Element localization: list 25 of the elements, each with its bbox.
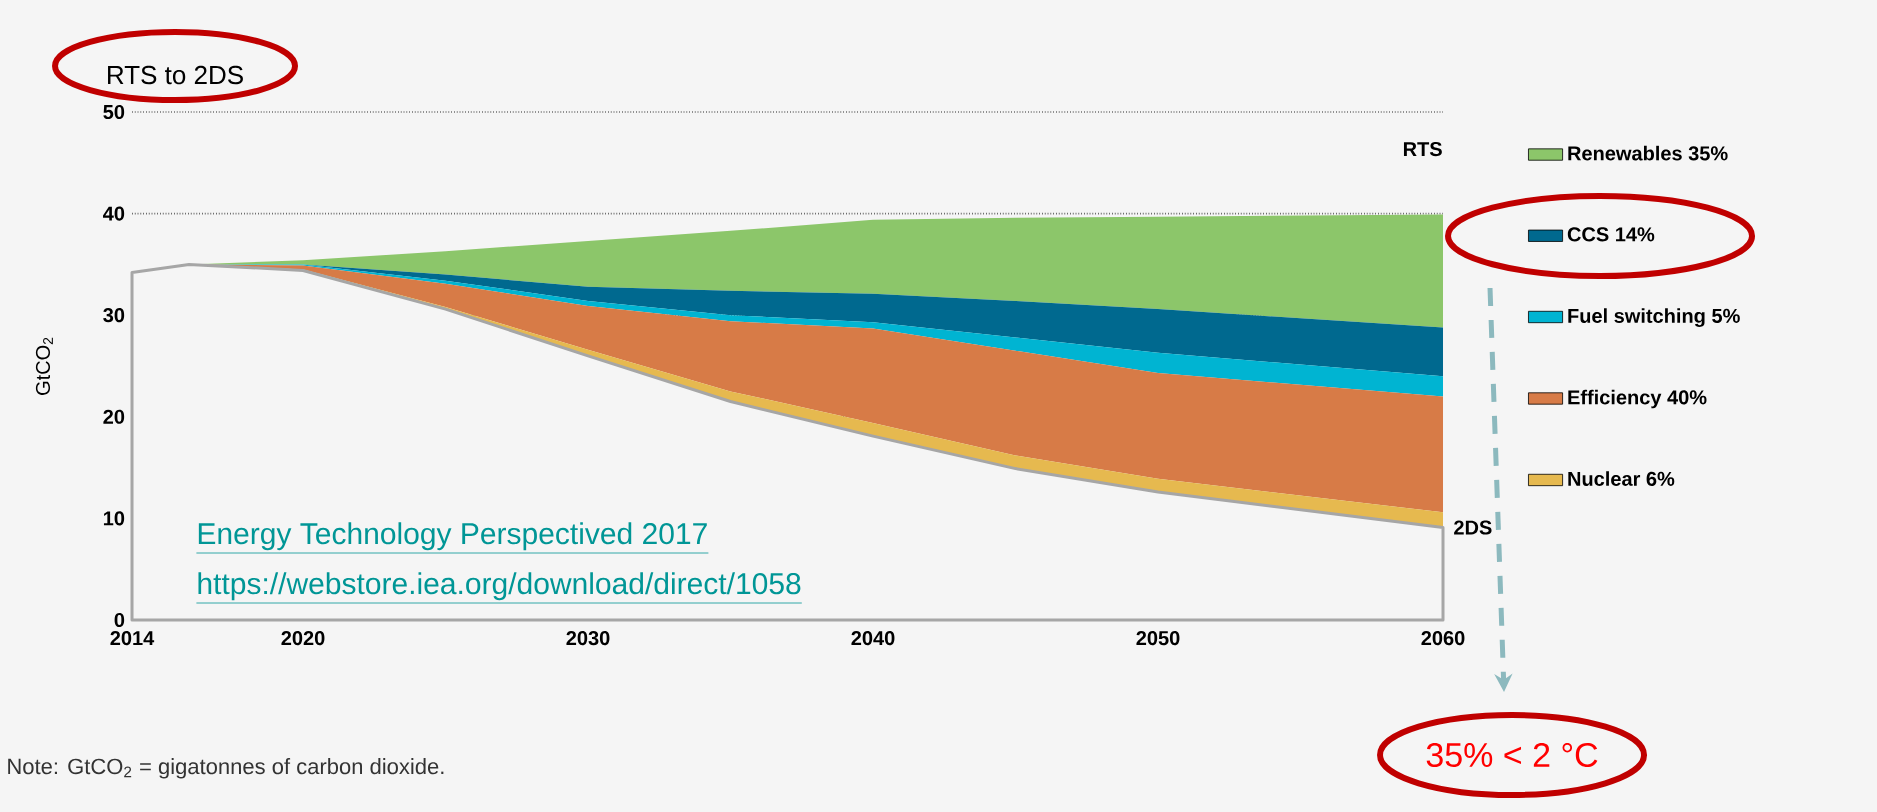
x-tick-label: 2040 <box>851 631 895 646</box>
legend-label: CCS 14% <box>1567 227 1655 242</box>
annotation: https://webstore.iea.org/download/direct/1058 <box>198 572 801 601</box>
x-tick-label: 2050 <box>1136 631 1180 646</box>
x-tick-label: 2014 <box>110 631 155 646</box>
x-tick-label: 2030 <box>566 631 610 646</box>
text: 35% < 2 °C <box>1426 742 1598 768</box>
legend-label: Efficiency 40% <box>1568 389 1707 409</box>
y-axis-title: GtCO$_{2}$ <box>35 337 53 395</box>
text: Note: GtCO$_{2}$ = gigatonnes of carbon dioxide. <box>8 758 444 779</box>
legend-label: Renewables 35% <box>1568 145 1728 161</box>
legend-label: Nuclear 6% <box>1568 471 1675 486</box>
chart-title: RTS to 2DS <box>108 65 243 85</box>
legend-label: Fuel switching 5% <box>1568 308 1740 327</box>
y-tick-label: 10 <box>103 511 125 526</box>
annotation: RTS <box>1403 142 1442 157</box>
y-tick-label: 40 <box>103 206 125 221</box>
y-tick-label: 50 <box>103 104 125 120</box>
x-tick-label: 2020 <box>281 631 325 646</box>
series-label: 2DS <box>1454 520 1492 535</box>
x-tick-label: 2060 <box>1421 631 1465 646</box>
y-tick-label: 30 <box>103 308 125 323</box>
y-tick-label: 0 <box>114 612 125 628</box>
y-tick-label: 20 <box>103 409 125 424</box>
annotation: Energy Technology Perspectived 2017 <box>198 522 707 551</box>
